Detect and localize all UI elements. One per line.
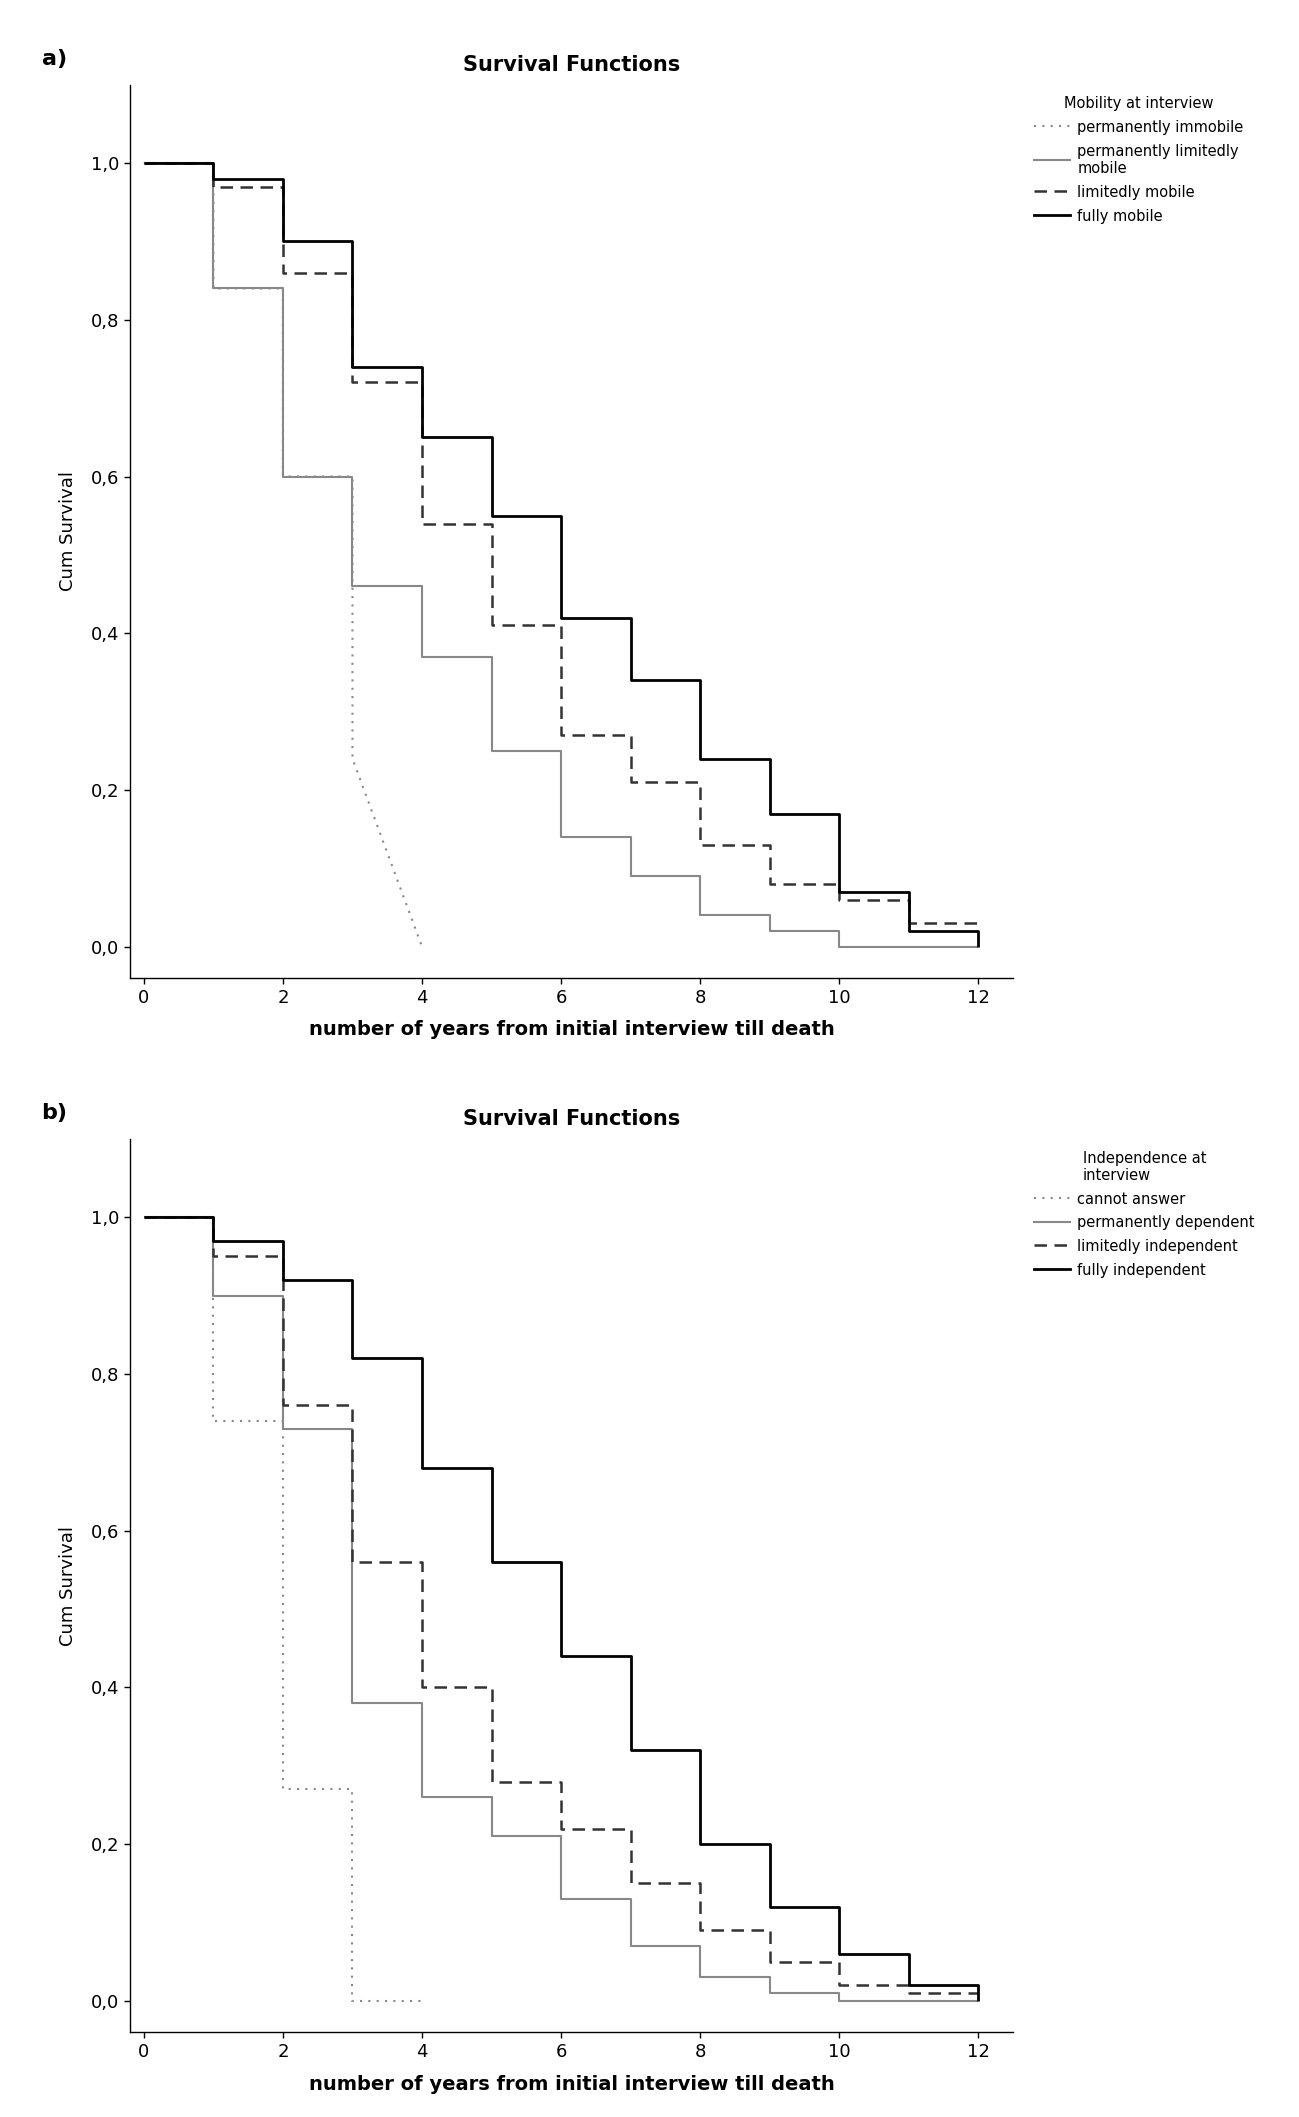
Text: a): a) — [42, 49, 66, 70]
Y-axis label: Cum Survival: Cum Survival — [58, 472, 77, 591]
Title: Survival Functions: Survival Functions — [462, 1109, 681, 1128]
X-axis label: number of years from initial interview till death: number of years from initial interview t… — [309, 2075, 834, 2094]
Text: b): b) — [42, 1103, 68, 1124]
Title: Survival Functions: Survival Functions — [462, 55, 681, 74]
X-axis label: number of years from initial interview till death: number of years from initial interview t… — [309, 1020, 834, 1039]
Y-axis label: Cum Survival: Cum Survival — [58, 1526, 77, 1645]
Legend: cannot answer, permanently dependent, limitedly independent, fully independent: cannot answer, permanently dependent, li… — [1029, 1145, 1259, 1283]
Legend: permanently immobile, permanently limitedly
mobile, limitedly mobile, fully mobi: permanently immobile, permanently limite… — [1029, 91, 1248, 229]
